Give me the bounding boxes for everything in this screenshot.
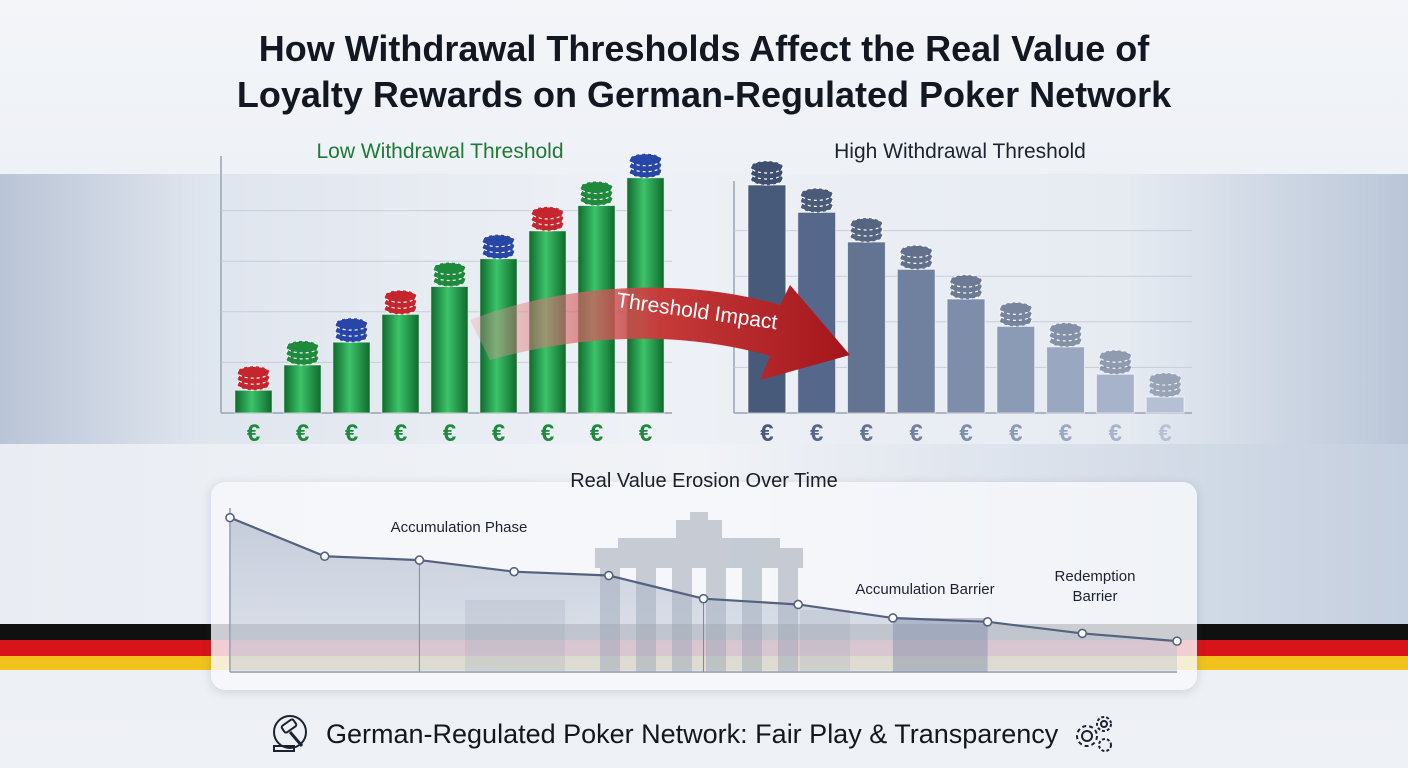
high-threshold-subtitle: High Withdrawal Threshold	[834, 140, 1086, 163]
low-threshold-bar	[381, 313, 420, 414]
erosion-area	[230, 517, 1177, 672]
poker-chip-icon	[800, 187, 834, 213]
page-title: How Withdrawal Thresholds Affect the Rea…	[0, 26, 1408, 118]
poker-chip-icon	[1148, 372, 1182, 398]
poker-chip-icon	[481, 234, 516, 260]
low-threshold-tick-label: €	[590, 420, 603, 447]
high-threshold-bar	[996, 325, 1036, 414]
gavel-icon	[268, 712, 314, 756]
low-threshold-tick-label: €	[296, 420, 309, 447]
poker-chip-icon	[530, 206, 565, 232]
high-threshold-bar	[1145, 396, 1185, 414]
low-threshold-bar	[332, 341, 371, 414]
erosion-point	[888, 613, 898, 623]
poker-chip-icon	[999, 301, 1033, 327]
poker-chip-icon	[383, 289, 418, 315]
low-threshold-bar	[234, 389, 273, 414]
high-threshold-tick-label: €	[810, 420, 823, 447]
redemption-label-line-2: Barrier	[1072, 588, 1118, 605]
erosion-point	[225, 512, 235, 523]
title-line-1: How Withdrawal Thresholds Affect the Rea…	[258, 28, 1150, 69]
low-threshold-tick-label: €	[247, 420, 260, 447]
high-threshold-tick-label: €	[910, 420, 923, 447]
poker-chip-icon	[1098, 349, 1132, 375]
high-threshold-bar	[847, 241, 886, 414]
erosion-point	[1077, 628, 1088, 639]
low-threshold-tick-label: €	[345, 420, 358, 447]
poker-chip-icon	[849, 217, 884, 243]
poker-chip-icon	[334, 317, 369, 343]
poker-chip-icon	[579, 180, 614, 207]
high-threshold-tick-label: €	[959, 420, 972, 447]
erosion-point	[319, 551, 330, 562]
low-threshold-tick-label: €	[639, 420, 652, 447]
erosion-point	[603, 570, 614, 581]
poker-chip-icon	[1048, 322, 1083, 348]
poker-chip-icon	[899, 244, 933, 270]
footer: German-Regulated Poker Network: Fair Pla…	[268, 712, 1116, 756]
annotation-accumulation-barrier: Accumulation Barrier	[855, 581, 995, 598]
annotation-redemption-barrier: Redemption Barrier	[1040, 567, 1150, 607]
erosion-point	[414, 555, 425, 565]
high-threshold-tick-label: €	[1009, 420, 1022, 447]
footer-text: German-Regulated Poker Network: Fair Pla…	[326, 718, 1059, 749]
poker-chip-icon	[432, 261, 467, 288]
title-line-2: Loyalty Rewards on German-Regulated Poke…	[236, 74, 1172, 115]
high-threshold-bar	[1046, 346, 1085, 414]
high-threshold-bar	[946, 298, 986, 414]
low-threshold-tick-label: €	[541, 420, 554, 447]
high-threshold-bar	[896, 268, 936, 414]
low-threshold-tick-label: €	[394, 420, 407, 447]
redemption-label-line-1: Redemption	[1054, 568, 1136, 585]
erosion-point	[509, 566, 519, 577]
high-threshold-tick-label: €	[1059, 420, 1072, 447]
poker-chip-icon	[628, 153, 663, 179]
erosion-line-chart	[225, 508, 1182, 673]
poker-chip-icon	[750, 160, 784, 186]
low-threshold-tick-label: €	[443, 420, 456, 447]
high-threshold-tick-label: €	[1158, 420, 1171, 447]
high-threshold-tick-label: €	[860, 420, 873, 447]
high-threshold-bars: € € € € € € € € €	[747, 160, 1185, 447]
poker-chip-icon	[949, 274, 983, 300]
high-threshold-tick-label: €	[760, 420, 773, 447]
poker-chip-icon	[236, 365, 271, 391]
gears-icon	[1070, 712, 1116, 756]
low-threshold-bar	[283, 364, 322, 414]
annotation-accumulation-phase: Accumulation Phase	[390, 519, 528, 536]
high-threshold-tick-label: €	[1109, 420, 1122, 447]
high-threshold-bar	[1095, 373, 1135, 414]
line-chart-title: Real Value Erosion Over Time	[570, 470, 838, 492]
erosion-point	[982, 617, 993, 627]
accumulation-barrier-block	[892, 617, 988, 672]
low-threshold-bar	[430, 286, 469, 414]
erosion-point	[1172, 636, 1182, 646]
poker-chip-icon	[285, 340, 320, 366]
low-threshold-tick-label: €	[492, 420, 505, 447]
erosion-point	[698, 593, 709, 604]
low-threshold-subtitle: Low Withdrawal Threshold	[316, 140, 564, 163]
erosion-point	[793, 599, 804, 610]
